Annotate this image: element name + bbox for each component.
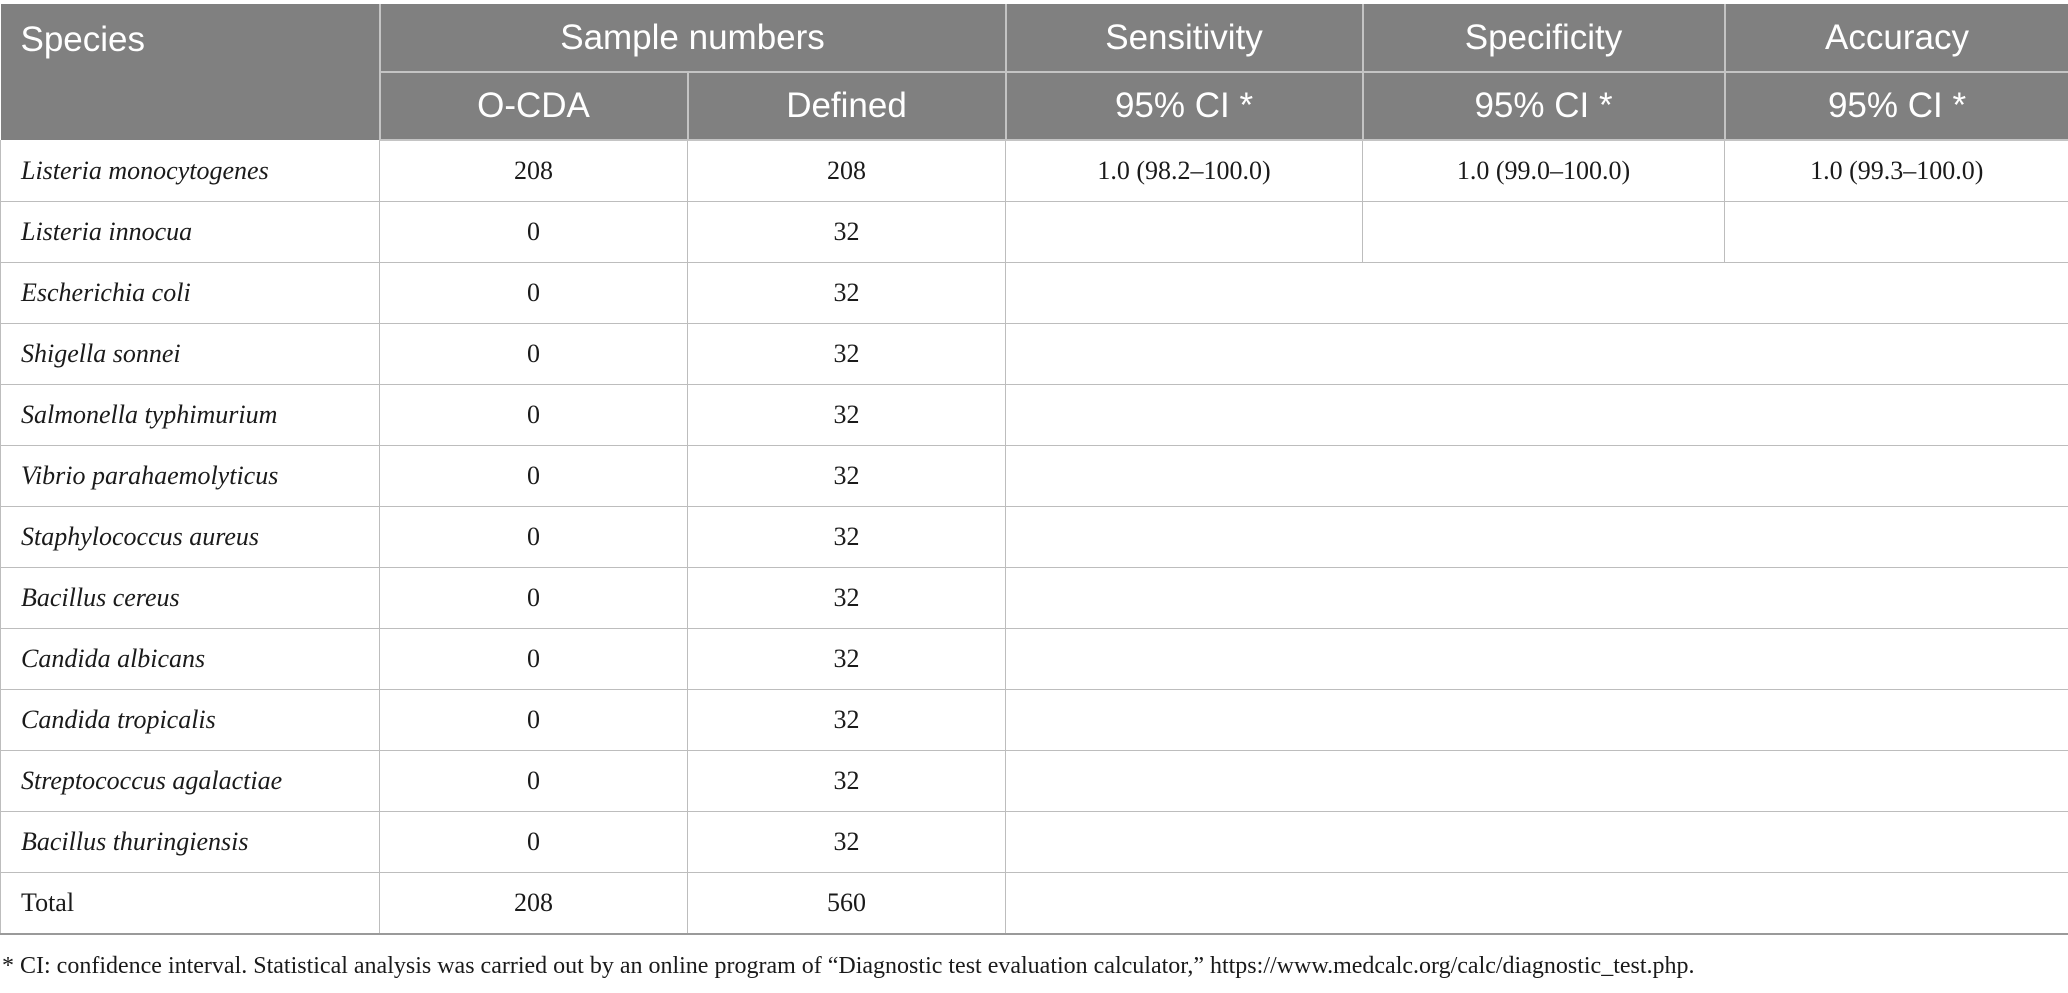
ocda-cell: 0 (379, 384, 688, 446)
header-specificity: Specificity (1362, 4, 1726, 73)
header-sample-numbers: Sample numbers (379, 4, 1007, 73)
defined-cell: 32 (687, 628, 1007, 690)
defined-cell: 32 (687, 689, 1007, 751)
defined-cell: 32 (687, 750, 1007, 812)
ocda-cell: 0 (379, 445, 688, 507)
ocda-cell: 0 (379, 689, 688, 751)
species-cell: Listeria monocytogenes (0, 140, 380, 202)
table-footnote: * CI: confidence interval. Statistical a… (2, 953, 1695, 979)
species-cell: Candida tropicalis (0, 689, 380, 751)
metrics-cell-empty (1005, 445, 2068, 507)
ocda-cell: 0 (379, 201, 688, 263)
species-cell: Candida albicans (0, 628, 380, 690)
table-row: Listeria monocytogenes 208 208 1.0 (98.2… (0, 140, 2068, 202)
ocda-cell: 0 (379, 506, 688, 568)
accuracy-cell: 1.0 (99.3–100.0) (1724, 140, 2068, 202)
header-accuracy: Accuracy (1724, 4, 2068, 73)
defined-cell: 32 (687, 567, 1007, 629)
header-species: Species (0, 4, 381, 140)
sensitivity-cell-empty (1005, 201, 1364, 263)
species-cell: Shigella sonnei (0, 323, 380, 385)
metrics-cell-empty (1005, 262, 2068, 324)
defined-cell: 32 (687, 445, 1007, 507)
ocda-cell: 0 (379, 262, 688, 324)
metrics-cell-empty (1005, 872, 2068, 935)
defined-cell: 32 (687, 262, 1007, 324)
metrics-cell-empty (1005, 567, 2068, 629)
ocda-cell: 208 (379, 872, 688, 935)
defined-cell: 32 (687, 384, 1007, 446)
metrics-cell-empty (1005, 323, 2068, 385)
table-row: Escherichia coli 0 32 (0, 262, 2068, 324)
metrics-cell-empty (1005, 689, 2068, 751)
species-cell: Bacillus thuringiensis (0, 811, 380, 873)
species-cell: Listeria innocua (0, 201, 380, 263)
header-sensitivity-ci: 95% CI * (1005, 72, 1364, 141)
ocda-cell: 0 (379, 750, 688, 812)
header-defined: Defined (687, 72, 1007, 141)
species-cell: Staphylococcus aureus (0, 506, 380, 568)
defined-cell: 32 (687, 811, 1007, 873)
table-row: Staphylococcus aureus 0 32 (0, 506, 2068, 568)
metrics-cell-empty (1005, 811, 2068, 873)
table-row: Shigella sonnei 0 32 (0, 323, 2068, 385)
header-sensitivity: Sensitivity (1005, 4, 1364, 73)
header-ocda: O-CDA (379, 72, 689, 141)
results-table: Species Sample numbers Sensitivity Speci… (0, 4, 2068, 935)
table-row: Vibrio parahaemolyticus 0 32 (0, 445, 2068, 507)
defined-cell: 32 (687, 201, 1007, 263)
ocda-cell: 0 (379, 628, 688, 690)
metrics-cell-empty (1005, 384, 2068, 446)
specificity-cell: 1.0 (99.0–100.0) (1362, 140, 1726, 202)
species-cell: Vibrio parahaemolyticus (0, 445, 380, 507)
sensitivity-cell: 1.0 (98.2–100.0) (1005, 140, 1364, 202)
species-cell: Bacillus cereus (0, 567, 380, 629)
table-row: Bacillus thuringiensis 0 32 (0, 811, 2068, 873)
table-row: Streptococcus agalactiae 0 32 (0, 750, 2068, 812)
header-specificity-ci: 95% CI * (1362, 72, 1726, 141)
metrics-cell-empty (1005, 506, 2068, 568)
table-row: Bacillus cereus 0 32 (0, 567, 2068, 629)
species-cell: Salmonella typhimurium (0, 384, 380, 446)
table-row: Candida tropicalis 0 32 (0, 689, 2068, 751)
table-row: Salmonella typhimurium 0 32 (0, 384, 2068, 446)
table-body: Listeria monocytogenes 208 208 1.0 (98.2… (0, 140, 2068, 935)
header-row-1: Species Sample numbers Sensitivity Speci… (0, 4, 2068, 140)
ocda-cell: 0 (379, 323, 688, 385)
table-row: Candida albicans 0 32 (0, 628, 2068, 690)
metrics-cell-empty (1005, 750, 2068, 812)
defined-cell: 32 (687, 323, 1007, 385)
table-header: Species Sample numbers Sensitivity Speci… (0, 4, 2068, 141)
defined-cell: 560 (687, 872, 1007, 935)
ocda-cell: 208 (379, 140, 688, 202)
table-row: Listeria innocua 0 32 (0, 201, 2068, 263)
species-cell: Streptococcus agalactiae (0, 750, 380, 812)
header-row-2: O-CDA Defined 95% CI * 95% CI * 95% CI * (1, 72, 2068, 141)
results-table-container: Species Sample numbers Sensitivity Speci… (0, 4, 2068, 935)
defined-cell: 32 (687, 506, 1007, 568)
header-accuracy-ci: 95% CI * (1724, 72, 2068, 141)
ocda-cell: 0 (379, 811, 688, 873)
ocda-cell: 0 (379, 567, 688, 629)
species-cell: Escherichia coli (0, 262, 380, 324)
metrics-cell-empty (1005, 628, 2068, 690)
table-row-total: Total 208 560 (0, 872, 2068, 935)
defined-cell: 208 (687, 140, 1007, 202)
specificity-cell-empty (1362, 201, 1726, 263)
accuracy-cell-empty (1724, 201, 2068, 263)
total-label-cell: Total (0, 872, 380, 935)
